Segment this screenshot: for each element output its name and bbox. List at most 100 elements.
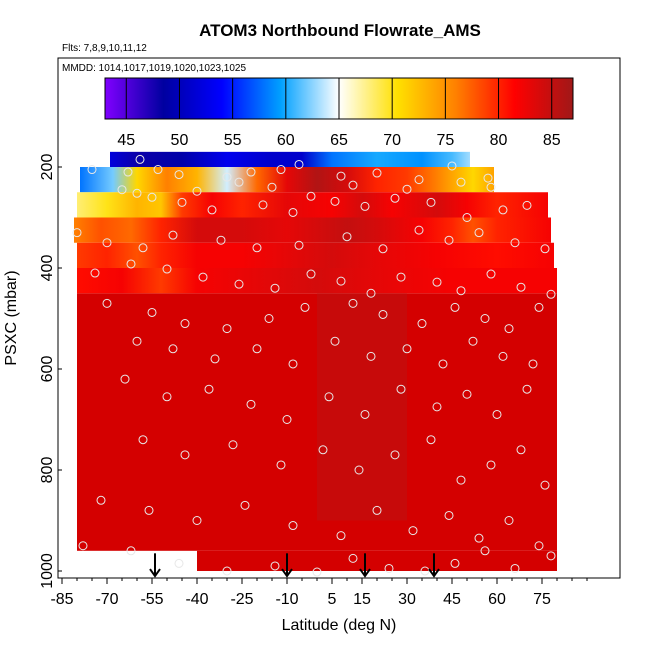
sample-marker [462,213,472,222]
sample-marker [366,288,376,298]
sample-marker [144,505,154,515]
heatmap-base [77,293,557,551]
sample-marker [396,384,406,394]
sample-marker [483,173,493,183]
x-axis: -85 -70 -55 -40 -25 -10 5 15 30 45 60 75 [50,578,588,608]
sample-marker [528,359,538,369]
sample-marker [348,298,358,308]
sample-marker [330,336,340,346]
sample-marker [180,450,190,460]
y-tick-label: 800 [39,457,56,484]
sample-marker [474,228,484,238]
sample-marker [174,170,184,180]
sample-marker [198,272,208,282]
sample-marker [456,475,466,485]
sample-marker [330,196,340,206]
colorbar-tick-label: 50 [171,132,189,149]
sample-marker [486,460,496,470]
heatmap-area [74,151,557,571]
sample-marker [234,279,244,289]
sample-marker [72,228,82,238]
sample-marker [438,359,448,369]
sample-marker [450,302,460,312]
sample-marker [522,200,532,210]
sample-marker [462,389,472,399]
sample-marker [282,415,292,424]
sample-marker [426,197,436,207]
sample-marker [126,546,136,556]
sample-marker [276,460,286,470]
sample-marker [123,167,133,177]
sample-marker [486,269,496,279]
colorbar-tick-label: 65 [330,132,348,149]
sample-marker [222,172,232,182]
x-tick-label: 60 [488,591,506,608]
heatmap-layer [77,268,557,294]
sample-marker [276,165,286,175]
sample-marker [126,259,136,269]
sample-marker [450,558,460,568]
sample-marker [246,399,256,409]
y-axis-title: PSXC (mbar) [3,270,20,365]
sample-marker [396,272,406,282]
sample-marker [204,384,214,394]
sample-marker [378,309,388,319]
sample-marker [492,409,502,419]
sample-marker [234,177,244,187]
sample-marker [207,205,217,215]
sample-marker [288,359,298,369]
arrow-marker [428,553,440,578]
sample-marker [414,175,424,185]
sample-marker [228,440,238,450]
heatmap-base-bottom [197,550,557,571]
x-axis-title: Latitude (deg N) [282,617,397,634]
sample-marker [480,314,490,323]
sample-marker [417,319,427,329]
sample-marker [132,336,142,346]
sample-marker [147,192,157,202]
heatmap-layer [74,217,551,243]
sample-marker [498,351,508,361]
sample-marker [432,402,442,412]
sample-marker [414,225,424,235]
sample-marker [87,165,97,175]
sample-marker [147,307,157,317]
y-tick-label: 1000 [39,553,56,589]
colorbar-tick-label: 80 [490,132,508,149]
colorbar-tick-label: 70 [383,132,401,149]
sample-marker [348,553,358,563]
sample-marker [252,344,262,354]
sample-marker [318,445,328,455]
sample-marker [177,197,187,207]
heatmap-layer [77,192,548,218]
sample-marker [312,567,322,577]
sample-marker [270,561,280,571]
sample-marker [432,277,442,287]
sample-marker [372,168,382,178]
y-tick-label: 200 [39,154,56,181]
sample-marker [510,563,520,573]
sample-marker [306,191,316,201]
sample-marker [138,435,148,445]
sample-marker [336,531,346,541]
heatmap-layer [110,151,470,167]
sample-marker [444,510,454,520]
colorbar: 45 50 55 60 65 70 75 80 85 [104,77,574,149]
heatmap-layer [80,167,494,193]
sample-marker [522,384,532,394]
sample-marker [96,495,106,505]
x-tick-label: 30 [398,591,416,608]
colorbar-tick-label: 45 [117,132,135,149]
sample-marker [444,235,454,245]
sample-marker [306,269,316,279]
sample-marker [210,354,220,364]
sample-marker [252,243,262,253]
sample-marker [348,180,358,190]
sample-marker [192,186,202,196]
sample-marker [120,374,130,384]
y-tick-label: 400 [39,255,56,282]
sample-marker [516,282,526,292]
sample-marker [510,238,520,248]
sample-marker [324,392,334,402]
colorbar-tick-label: 60 [277,132,295,149]
